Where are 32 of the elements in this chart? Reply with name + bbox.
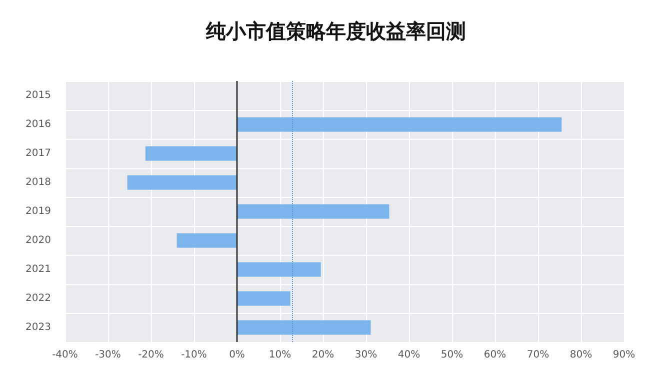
x-tick-label: 40% xyxy=(398,350,420,360)
x-tick-label: 30% xyxy=(354,350,378,360)
y-tick-label: 2019 xyxy=(26,206,51,217)
x-tick-label: 0% xyxy=(229,350,245,360)
x-tick-label: 60% xyxy=(484,350,506,360)
x-tick-label: 10% xyxy=(268,350,292,360)
bar xyxy=(145,146,237,161)
y-tick-label: 2023 xyxy=(26,322,51,333)
y-tick-label: 2021 xyxy=(26,264,51,275)
x-tick-label: 80% xyxy=(570,350,592,360)
y-tick-label: 2015 xyxy=(26,90,51,101)
x-tick-label: -40% xyxy=(52,350,78,360)
y-tick-label: 2018 xyxy=(26,177,51,188)
bar xyxy=(237,262,321,277)
bar xyxy=(237,320,371,335)
x-tick-label: 70% xyxy=(526,350,550,360)
y-tick-label: 2020 xyxy=(26,235,51,246)
x-tick-label: -10% xyxy=(181,350,207,360)
x-tick-label: -30% xyxy=(95,350,121,360)
bar xyxy=(237,117,562,132)
y-tick-label: 2017 xyxy=(26,148,51,159)
bar xyxy=(237,291,290,306)
y-tick-label: 2022 xyxy=(26,293,51,304)
x-tick-label: 90% xyxy=(612,350,636,360)
bar xyxy=(237,204,390,219)
bar xyxy=(176,233,237,248)
y-tick-label: 2016 xyxy=(26,119,51,130)
x-tick-label: -20% xyxy=(138,350,164,360)
bar xyxy=(127,175,237,190)
chart-title: 纯小市值策略年度收益率回测 xyxy=(205,19,466,43)
x-tick-label: 20% xyxy=(312,350,334,360)
x-tick-label: 50% xyxy=(440,350,464,360)
